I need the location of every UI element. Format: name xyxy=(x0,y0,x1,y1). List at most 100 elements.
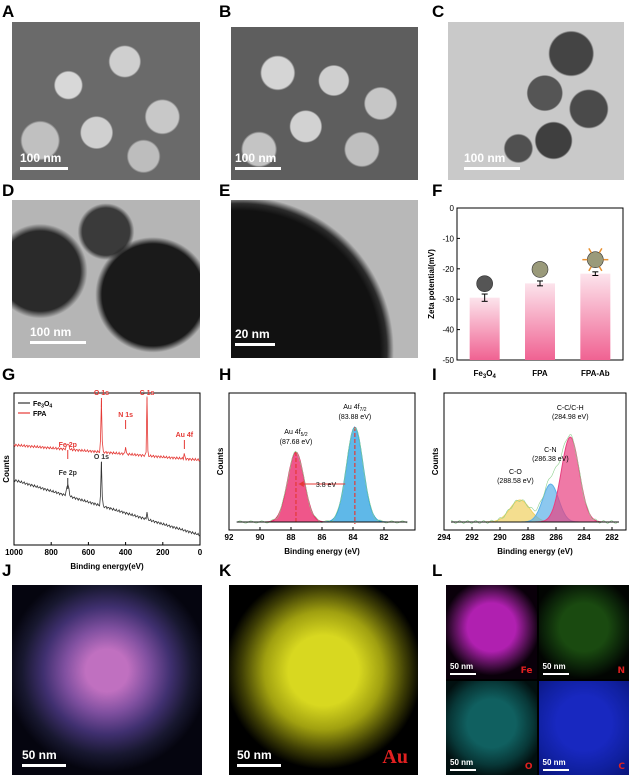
eds-map-c: 50 nm C xyxy=(538,681,629,775)
peak-label: Au 4f7/2 xyxy=(343,404,367,413)
plot-frame xyxy=(13,392,201,546)
panel-l-eds-grid: 50 nm Fe 50 nm N 50 nm O 50 nm C xyxy=(446,585,629,775)
peak-label: Au 4f5/2 xyxy=(284,429,308,438)
panel-i-c1s-chart: 294 292 290 288 286 284 282 Binding energy (eV)… xyxy=(431,392,627,556)
split-label: 3.8 eV xyxy=(316,482,337,489)
x-tick-label: 288 xyxy=(521,533,535,542)
x-axis-label: Binding energy(eV) xyxy=(70,562,144,571)
peak-annotation-red: C 1s xyxy=(140,390,155,397)
panel-label-l: L xyxy=(432,561,443,580)
particle-icon xyxy=(476,275,493,292)
raw-data-line xyxy=(236,427,408,524)
bar xyxy=(525,283,555,360)
bar xyxy=(580,273,611,360)
plot-frame xyxy=(443,392,627,531)
x-tick-label: 92 xyxy=(225,533,234,542)
x-tick-label: 600 xyxy=(82,548,96,557)
x-tick-label: 294 xyxy=(437,533,451,542)
scale-bar: 50 nm xyxy=(542,662,569,675)
scale-bar: 100 nm xyxy=(30,325,86,344)
panel-a-sem-image: 100 nm xyxy=(12,22,200,180)
scale-bar: 50 nm xyxy=(542,758,569,771)
y-tick-label: -10 xyxy=(442,234,454,243)
series-fpa-line xyxy=(13,396,201,462)
y-tick-label: 0 xyxy=(450,204,455,213)
panel-k-au-map-image: 50 nm Au xyxy=(229,585,418,775)
peak-fill xyxy=(236,426,408,523)
x-tick-label: 292 xyxy=(465,533,479,542)
panel-label-b: B xyxy=(219,2,232,21)
scale-bar: 100 nm xyxy=(235,151,281,170)
eds-map-o: 50 nm O xyxy=(446,681,537,775)
x-tick-label: 400 xyxy=(119,548,133,557)
panel-g-survey-chart: 1000 800 600 400 200 0 Binding energy(eV) Count… xyxy=(2,390,203,571)
scale-bar: 50 nm xyxy=(450,758,476,771)
y-axis-label: Counts xyxy=(2,455,11,483)
panel-c-tem-image: 100 nm xyxy=(448,22,624,180)
x-tick-label: 800 xyxy=(45,548,59,557)
y-tick-label: -50 xyxy=(442,356,454,365)
peak-position: (87.68 eV) xyxy=(280,439,313,446)
y-tick-label: -40 xyxy=(442,326,454,335)
bar xyxy=(469,297,500,360)
antibody-icon xyxy=(598,248,603,254)
x-tick-label: 84 xyxy=(349,533,358,542)
peak-position: (83.88 eV) xyxy=(339,414,372,421)
y-axis-label: Zeta potential(mV) xyxy=(427,249,436,319)
element-label-c: C xyxy=(618,762,625,772)
split-arrow-head xyxy=(298,481,304,487)
scale-bar: 100 nm xyxy=(20,151,68,170)
antibody-icon xyxy=(598,266,603,272)
x-tick-label: 0 xyxy=(198,548,203,557)
scale-bar: 50 nm xyxy=(22,748,66,767)
plot-frame xyxy=(228,392,416,531)
panel-label-e: E xyxy=(219,181,231,200)
panel-b-sem-image: 100 nm xyxy=(231,27,418,180)
scale-bar: 100 nm xyxy=(464,151,520,170)
panel-label-c: C xyxy=(432,2,445,21)
legend-label: Fe3O4 xyxy=(33,401,52,410)
peak-annotation-red: Au 4f xyxy=(176,432,194,439)
element-label-fe: Fe xyxy=(520,666,533,676)
peak-label: C-O xyxy=(509,469,522,476)
peak-annotation-red: Fe 2p xyxy=(59,442,77,449)
element-label-au: Au xyxy=(382,746,408,768)
y-tick-label: -30 xyxy=(442,295,454,304)
panel-label-f: F xyxy=(432,181,443,200)
panel-label-d: D xyxy=(2,181,15,200)
x-tick-label: FPA xyxy=(532,369,548,378)
peak-annotation-black: O 1s xyxy=(94,454,109,461)
x-tick-label: Fe3O4 xyxy=(474,369,497,380)
x-tick-label: FPA-Ab xyxy=(581,369,610,378)
element-label-n: N xyxy=(617,666,625,676)
panel-label-h: H xyxy=(219,365,232,384)
x-tick-label: 282 xyxy=(605,533,619,542)
panel-label-a: A xyxy=(2,2,15,21)
x-tick-label: 286 xyxy=(549,533,563,542)
particle-icon xyxy=(587,251,604,268)
x-axis-label: Binding energy (eV) xyxy=(284,547,360,556)
x-tick-label: 290 xyxy=(493,533,507,542)
peak-fill xyxy=(451,483,619,523)
eds-map-n: 50 nm N xyxy=(538,585,629,679)
peak-position: (288.58 eV) xyxy=(497,478,534,485)
panel-label-k: K xyxy=(219,561,232,580)
antibody-icon xyxy=(588,248,592,254)
element-label-o: O xyxy=(524,762,533,772)
y-tick-label: -20 xyxy=(442,265,454,274)
raw-data-line xyxy=(450,434,618,524)
scale-bar: 50 nm xyxy=(450,662,476,675)
peak-position: (284.98 eV) xyxy=(552,414,589,421)
panel-label-g: G xyxy=(2,365,16,384)
x-axis-label: Binding energy (eV) xyxy=(497,547,573,556)
legend-label: FPA xyxy=(33,411,46,418)
panel-f-zeta-chart: -50 -40 -30 -20 -10 0 Zeta potential(mV) Fe3O4 F… xyxy=(427,204,624,380)
peak-position: (286.38 eV) xyxy=(532,456,569,463)
panel-j-eds-overlay-image: 50 nm xyxy=(12,585,202,775)
peak-annotation-black: Fe 2p xyxy=(59,470,77,477)
x-tick-label: 1000 xyxy=(5,548,23,557)
y-axis-label: Counts xyxy=(216,447,225,475)
peak-fill xyxy=(451,436,619,523)
x-tick-label: 90 xyxy=(256,533,265,542)
x-tick-label: 82 xyxy=(380,533,389,542)
